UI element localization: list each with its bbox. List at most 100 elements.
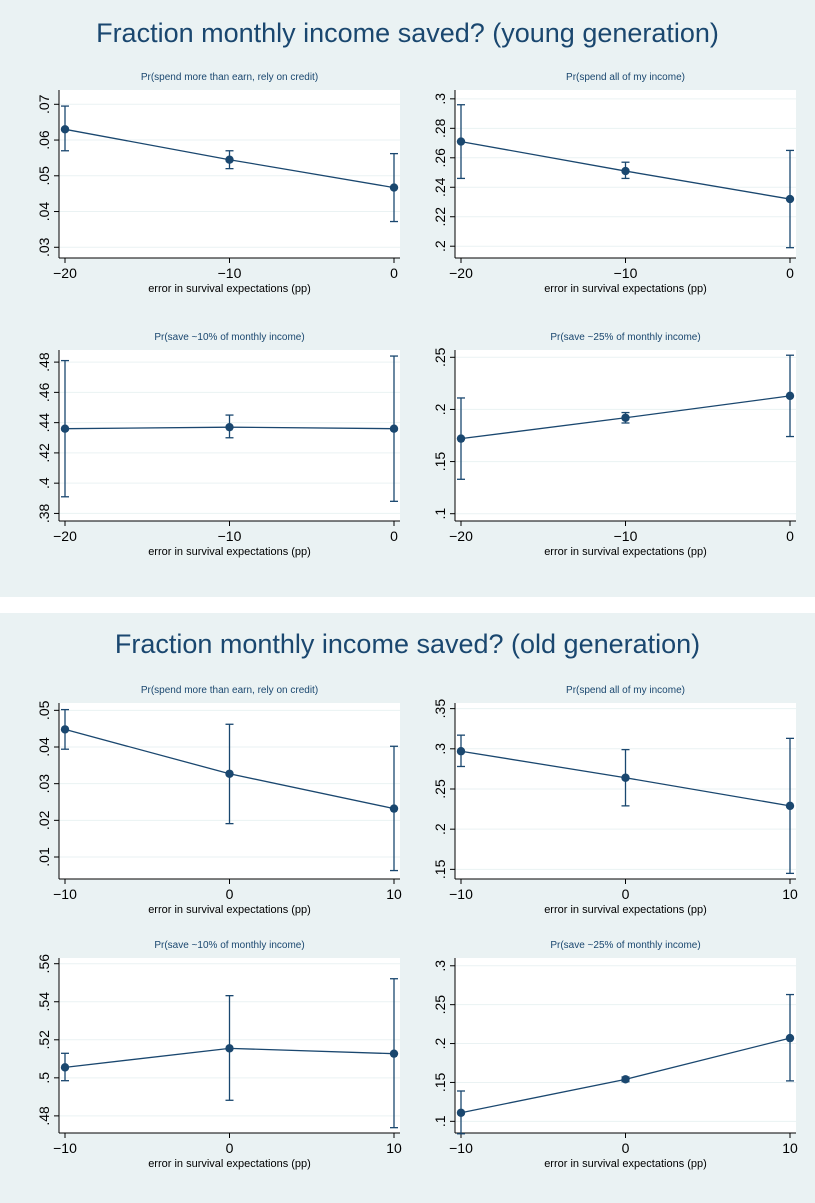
y-tick-label: .52 [36,1030,52,1050]
x-tick-label: −10 [449,886,473,902]
data-point [621,166,630,176]
subplot-title: Pr(spend more than earn, rely on credit) [141,685,318,696]
data-point [785,194,795,204]
y-tick-label: .25 [432,347,448,367]
data-point [785,801,795,811]
subplot-title: Pr(save ~25% of monthly income) [550,332,700,343]
old-generation-panel: Fraction monthly income saved? (old gene… [0,613,815,1203]
x-tick-label: 0 [786,265,794,281]
y-tick-label: .4 [36,477,52,489]
plot-area [455,350,796,521]
data-point [225,155,234,164]
y-tick-label: .02 [36,810,52,830]
y-tick-label: .03 [36,774,52,794]
young-generation-charts: Pr(spend more than earn, rely on credit)… [36,72,796,558]
x-tick-label: −10 [53,1140,77,1156]
y-tick-label: .05 [36,700,52,720]
y-tick-label: .1 [432,1115,448,1127]
y-tick-label: .3 [432,960,448,972]
data-point [60,725,70,734]
x-tick-label: 0 [226,886,234,902]
x-tick-label: −20 [53,528,77,544]
y-tick-label: .22 [432,207,448,227]
y-tick-label: .48 [36,1106,52,1126]
y-tick-label: .2 [432,1038,448,1050]
y-tick-label: .35 [432,699,448,719]
data-point [456,137,466,146]
x-tick-label: 10 [386,886,402,902]
y-tick-label: .04 [36,737,52,757]
y-tick-label: .44 [36,413,52,433]
y-tick-label: .25 [432,995,448,1015]
data-point [60,125,70,134]
subplot: Pr(save ~25% of monthly income) .1 .15 .2 .2… [432,332,796,558]
y-tick-label: .04 [36,202,52,222]
data-point [456,1108,466,1117]
y-tick-label: .2 [432,403,448,415]
x-tick-label: 10 [386,1140,402,1156]
x-axis-label: error in survival expectations (pp) [544,283,707,295]
x-tick-label: −10 [614,265,638,281]
y-tick-label: .2 [432,823,448,835]
y-tick-label: .5 [36,1072,52,1084]
y-tick-label: .25 [432,779,448,799]
x-tick-label: −20 [53,265,77,281]
y-tick-label: .2 [432,240,448,252]
data-point [60,424,70,433]
y-tick-label: .3 [432,743,448,755]
x-axis-label: error in survival expectations (pp) [148,904,311,916]
x-tick-label: −10 [218,265,242,281]
x-axis-label: error in survival expectations (pp) [148,546,311,558]
x-axis-label: error in survival expectations (pp) [544,904,707,916]
subplot: Pr(spend more than earn, rely on credit)… [36,685,402,916]
y-tick-label: .54 [36,992,52,1012]
subplot-title: Pr(save ~10% of monthly income) [154,332,304,343]
y-tick-label: .06 [36,130,52,150]
y-tick-label: .15 [432,1073,448,1093]
x-tick-label: −10 [53,886,77,902]
x-tick-label: 0 [226,1140,234,1156]
x-axis-label: error in survival expectations (pp) [148,1158,311,1170]
data-point [389,183,399,192]
subplot: Pr(spend all of my income) .15 .2 .25 .3 .35 −… [432,685,798,916]
x-tick-label: 0 [622,1140,630,1156]
data-point [60,1063,70,1072]
y-tick-label: .26 [432,148,448,168]
data-point [621,773,630,782]
data-point [225,422,234,432]
x-tick-label: −10 [614,528,638,544]
x-tick-label: 10 [782,1140,798,1156]
data-point [621,413,630,422]
subplot: Pr(save ~10% of monthly income) .38 .4 .42.… [36,332,400,558]
subplot: Pr(spend all of my income) .2 .22 .24 .26 .28… [432,72,796,295]
y-tick-label: .56 [36,954,52,974]
x-axis-label: error in survival expectations (pp) [544,1158,707,1170]
y-tick-label: .01 [36,847,52,867]
y-tick-label: .07 [36,94,52,114]
data-point [456,434,466,443]
x-tick-label: −20 [449,528,473,544]
x-tick-label: 0 [390,265,398,281]
data-point [389,424,399,433]
y-tick-label: .1 [432,508,448,520]
x-tick-label: 10 [782,886,798,902]
subplot-title: Pr(save ~10% of monthly income) [154,940,304,951]
y-tick-label: .15 [432,452,448,472]
plot-area [59,90,400,258]
y-tick-label: .46 [36,382,52,402]
subplot-title: Pr(spend more than earn, rely on credit) [141,72,318,83]
panel-title: Fraction monthly income saved? (old gene… [114,629,701,659]
x-tick-label: 0 [786,528,794,544]
y-tick-label: .42 [36,443,52,463]
data-point [785,391,795,401]
x-tick-label: 0 [390,528,398,544]
data-point [225,769,234,778]
data-point [456,747,466,756]
subplot: Pr(save ~25% of monthly income) .1 .15 .2 .2… [432,940,798,1170]
x-axis-label: error in survival expectations (pp) [148,283,311,295]
panel-title: Fraction monthly income saved? (young ge… [96,18,719,48]
y-tick-label: .03 [36,237,52,257]
x-tick-label: −20 [449,265,473,281]
subplot: Pr(spend more than earn, rely on credit)… [36,72,400,295]
subplot-title: Pr(spend all of my income) [566,685,685,696]
